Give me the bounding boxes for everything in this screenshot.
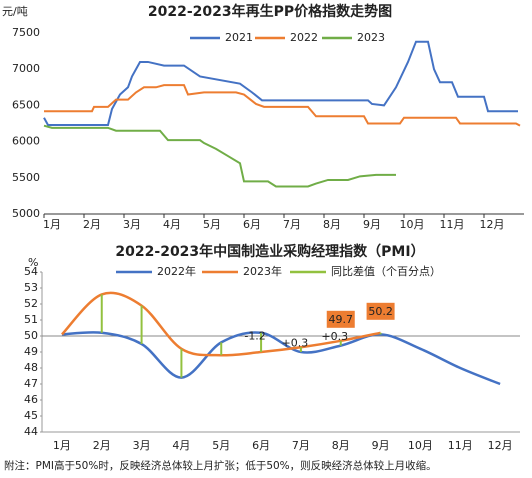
x-tick-label: 4月 bbox=[163, 218, 181, 231]
x-tick-label: 4月 bbox=[172, 439, 190, 452]
x-tick-label: 1月 bbox=[43, 218, 61, 231]
legend-label: 2021 bbox=[225, 31, 253, 44]
y-tick-label: 48 bbox=[24, 361, 38, 374]
legend-label: 同比差值（个百分点） bbox=[331, 264, 441, 278]
x-tick-label: 8月 bbox=[332, 439, 350, 452]
legend-label: 2022年 bbox=[157, 264, 196, 278]
series-line bbox=[43, 40, 518, 126]
y-tick-label: 49 bbox=[24, 345, 38, 358]
chart-title: 2022-2023年中国制造业采购经理指数（PMI） bbox=[115, 243, 424, 260]
y-tick-label: 44 bbox=[24, 425, 38, 438]
data-label: -1.2 bbox=[244, 329, 265, 342]
y-tick-label: 6500 bbox=[12, 98, 40, 111]
x-tick-label: 12月 bbox=[480, 218, 505, 231]
y-tick-label: 54 bbox=[24, 265, 38, 278]
data-label: 50.2 bbox=[368, 305, 393, 318]
y-tick-label: 45 bbox=[24, 409, 38, 422]
x-tick-label: 2月 bbox=[93, 439, 111, 452]
data-label: +0.3 bbox=[321, 330, 348, 343]
x-tick-label: 10月 bbox=[408, 439, 433, 452]
series-line bbox=[43, 124, 396, 188]
x-tick-label: 9月 bbox=[363, 218, 381, 231]
x-tick-label: 5月 bbox=[212, 439, 230, 452]
x-tick-label: 3月 bbox=[133, 439, 151, 452]
x-tick-label: 1月 bbox=[53, 439, 71, 452]
x-tick-label: 10月 bbox=[400, 218, 425, 231]
x-tick-label: 7月 bbox=[292, 439, 310, 452]
x-tick-label: 5月 bbox=[203, 218, 221, 231]
y-axis-unit: % bbox=[28, 256, 38, 269]
x-tick-label: 6月 bbox=[243, 218, 261, 231]
series-line bbox=[61, 331, 501, 386]
data-label: +0.3 bbox=[282, 337, 309, 350]
y-tick-label: 5000 bbox=[12, 207, 40, 220]
x-tick-label: 11月 bbox=[448, 439, 473, 452]
data-label-box bbox=[366, 302, 395, 320]
y-tick-label: 51 bbox=[24, 313, 38, 326]
x-tick-label: 9月 bbox=[372, 439, 390, 452]
y-tick-label: 50 bbox=[24, 329, 38, 342]
data-label: 49.7 bbox=[329, 313, 354, 326]
data-label-box bbox=[326, 310, 355, 328]
y-tick-label: 46 bbox=[24, 393, 38, 406]
legend-label: 2022 bbox=[290, 31, 318, 44]
series-line bbox=[44, 84, 521, 127]
footnote: 附注：PMI高于50%时，反映经济总体较上月扩张；低于50%，则反映经济总体较上… bbox=[4, 459, 437, 472]
x-tick-label: 12月 bbox=[488, 439, 513, 452]
y-tick-label: 5500 bbox=[12, 171, 40, 184]
x-tick-label: 6月 bbox=[252, 439, 270, 452]
y-tick-label: 7500 bbox=[12, 26, 40, 39]
x-tick-label: 2月 bbox=[83, 218, 101, 231]
chart-title: 2022-2023年再生PP价格指数走势图 bbox=[148, 3, 392, 20]
legend-label: 2023年 bbox=[243, 264, 282, 278]
y-tick-label: 6000 bbox=[12, 135, 40, 148]
y-axis-unit: 元/吨 bbox=[2, 5, 28, 18]
x-tick-label: 11月 bbox=[440, 218, 465, 231]
y-tick-label: 7000 bbox=[12, 62, 40, 75]
x-tick-label: 8月 bbox=[323, 218, 341, 231]
y-tick-label: 47 bbox=[24, 377, 38, 390]
legend-label: 2023 bbox=[357, 31, 385, 44]
x-tick-label: 3月 bbox=[123, 218, 141, 231]
y-tick-label: 52 bbox=[24, 297, 38, 310]
x-tick-label: 7月 bbox=[283, 218, 301, 231]
y-tick-label: 53 bbox=[24, 281, 38, 294]
